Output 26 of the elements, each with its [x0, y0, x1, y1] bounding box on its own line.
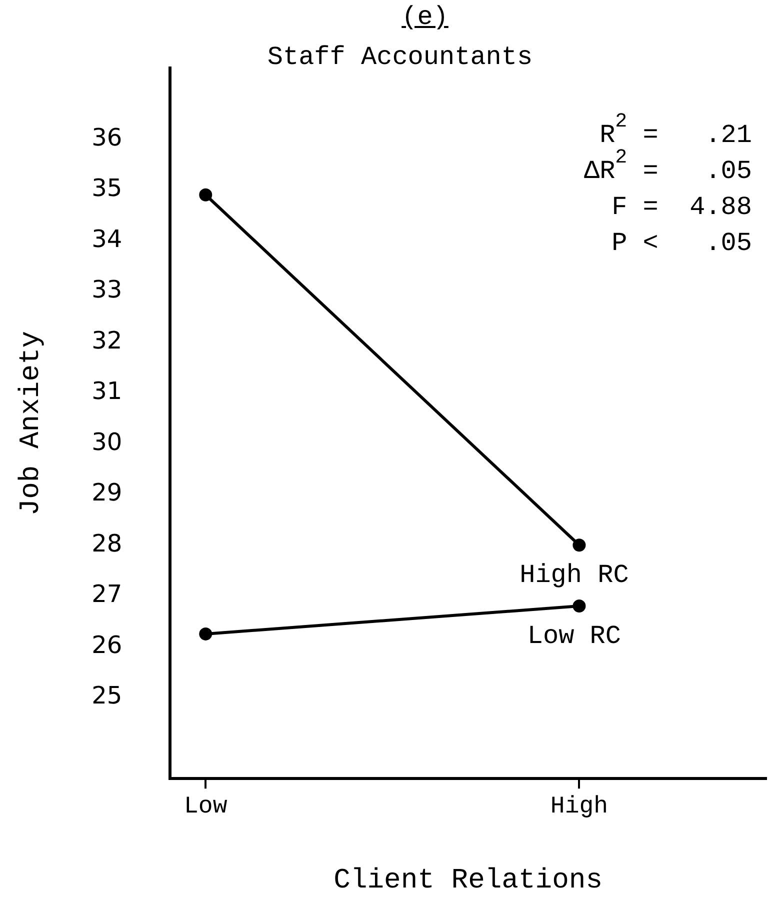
point [199, 627, 212, 640]
y-tick-label: 31 [92, 377, 122, 406]
y-tick-label: 28 [92, 529, 122, 558]
annotation: P < .05 [612, 228, 752, 258]
y-tick-label: 26 [92, 630, 122, 659]
y-tick-label: 25 [92, 682, 122, 710]
chart-title: (e) [400, 2, 450, 32]
y-tick-label: 30 [92, 428, 122, 456]
series-label: High RC [520, 560, 629, 590]
point [572, 600, 586, 613]
y-tick-label: 35 [92, 174, 122, 202]
y-tick-label: 34 [92, 224, 122, 253]
y-tick-label: 36 [92, 123, 122, 152]
series-label: Low RC [527, 620, 622, 651]
y-tick-label: 29 [92, 478, 122, 507]
point [572, 538, 586, 552]
x-tick-label: Low [184, 793, 228, 820]
point [199, 188, 212, 202]
x-tick-label: High [550, 793, 608, 820]
y-tick-label: 32 [92, 326, 122, 354]
x-axis-title: Client Relations [334, 866, 602, 897]
y-tick-label: 27 [92, 580, 122, 608]
chart-subtitle: Staff Accountants [266, 42, 534, 72]
y-tick-label: 33 [92, 276, 122, 304]
annotation: F = 4.88 [612, 192, 752, 222]
y-axis-title: Job Anxiety [16, 330, 48, 516]
